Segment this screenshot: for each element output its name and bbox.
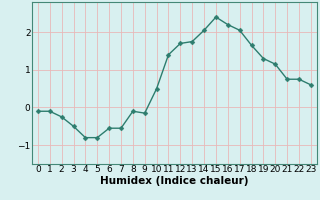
X-axis label: Humidex (Indice chaleur): Humidex (Indice chaleur) — [100, 176, 249, 186]
